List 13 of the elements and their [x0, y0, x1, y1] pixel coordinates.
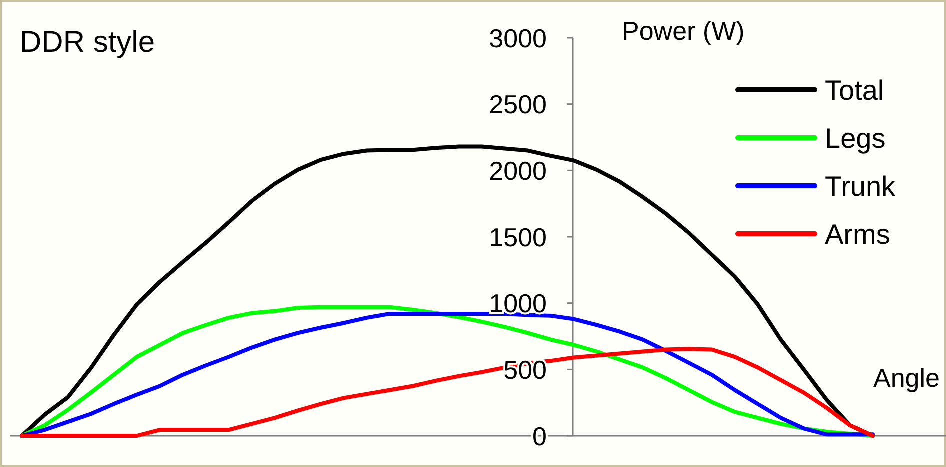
y-tick-label: 2500	[489, 90, 547, 120]
y-tick-label: 1500	[489, 222, 547, 252]
legend-label: Arms	[825, 219, 890, 250]
y-tick-label: 3000	[489, 23, 547, 54]
chart-title: DDR style	[20, 26, 156, 59]
y-tick-label: 2000	[489, 156, 547, 186]
legend-label: Trunk	[825, 171, 897, 202]
x-axis-title: Angle	[874, 363, 940, 393]
y-axis-title: Power (W)	[622, 16, 745, 46]
y-tick-label: 0	[532, 421, 547, 452]
legend-label: Legs	[825, 123, 886, 154]
legend-label: Total	[825, 75, 884, 106]
y-tick-label: 1000	[489, 288, 547, 319]
